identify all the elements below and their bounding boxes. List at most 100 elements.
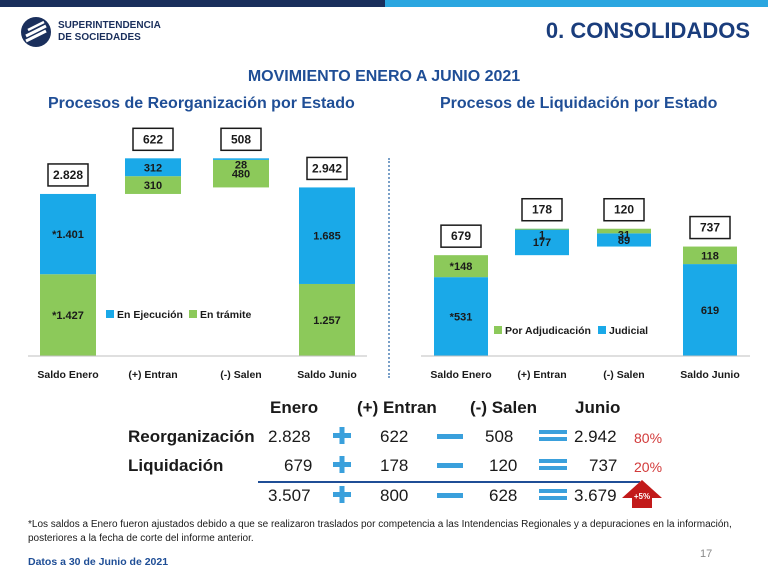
liquidacion-chart-title: Procesos de Liquidación por Estado — [440, 95, 718, 112]
data-label: 118 — [701, 250, 719, 262]
table-header-salen: (-) Salen — [470, 398, 538, 417]
bar-por-adjudicación — [683, 246, 737, 265]
total-label: 737 — [700, 221, 720, 235]
total-box — [521, 197, 563, 222]
row1-pct: 80% — [634, 430, 663, 446]
total-box — [47, 163, 89, 187]
legend-label: En trámite — [200, 309, 252, 321]
footnote: *Los saldos a Enero fueron ajustados deb… — [28, 519, 732, 544]
legend-swatch — [106, 310, 114, 318]
table-header-enero: Enero — [270, 398, 319, 417]
data-label: 310 — [144, 180, 162, 192]
bar-en-trámite — [213, 159, 269, 188]
data-label: 28 — [235, 159, 247, 171]
category-label: Saldo Enero — [430, 369, 491, 381]
total-box — [440, 224, 482, 248]
bar-en-ejecución — [40, 193, 96, 275]
top-bar-dark — [0, 0, 385, 7]
table-header-junio: Junio — [575, 398, 621, 417]
bar-en-ejecución — [213, 158, 269, 160]
minus-icon — [437, 434, 463, 439]
logo-line-2: DE SOCIEDADES — [58, 32, 141, 43]
row1-entran: 622 — [380, 427, 409, 446]
bar-por-adjudicación — [515, 228, 569, 230]
row-label-reorganizacion: Reorganización — [128, 427, 255, 446]
main-title: MOVIMIENTO ENERO A JUNIO 2021 — [247, 68, 521, 85]
data-label: 177 — [533, 237, 551, 249]
bar-por-adjudicación — [597, 228, 651, 234]
data-label: *1.401 — [52, 229, 84, 241]
total-label: 622 — [143, 132, 163, 146]
total-salen: 628 — [489, 486, 518, 505]
equals-icon — [539, 459, 567, 470]
category-label: Saldo Junio — [297, 369, 357, 381]
total-label: 120 — [614, 203, 634, 217]
row2-junio: 737 — [589, 456, 618, 475]
row2-pct: 20% — [634, 459, 663, 475]
bar-judicial — [515, 228, 569, 256]
section-title: 0. CONSOLIDADOS — [545, 18, 750, 43]
data-label: 1 — [539, 230, 545, 242]
category-label: (-) Salen — [603, 369, 644, 381]
total-enero: 3.507 — [268, 486, 311, 505]
data-label: 31 — [618, 230, 630, 242]
bar-en-trámite — [40, 274, 96, 356]
row-label-liquidacion: Liquidación — [128, 456, 224, 475]
bar-judicial — [597, 233, 651, 247]
equals-icon — [539, 489, 567, 500]
plus-icon — [333, 427, 351, 444]
total-box — [220, 127, 262, 152]
total-box — [306, 156, 348, 181]
legend-label: Judicial — [609, 325, 648, 337]
minus-icon — [437, 463, 463, 468]
total-entran: 800 — [380, 486, 409, 505]
legend-swatch — [189, 310, 197, 318]
total-label: 508 — [231, 132, 251, 146]
page-number: 17 — [700, 548, 713, 560]
total-label: 2.942 — [312, 161, 342, 175]
logo-text: SUPERINTENDENCIA DE SOCIEDADES — [58, 20, 161, 44]
equals-icon — [539, 430, 567, 441]
category-label: (-) Salen — [220, 369, 261, 381]
legend-swatch — [494, 326, 502, 334]
row2-entran: 178 — [380, 456, 409, 475]
total-change-label: +5% — [634, 492, 650, 501]
row1-enero: 2.828 — [268, 427, 311, 446]
bar-por-adjudicación — [434, 255, 488, 278]
minus-icon — [437, 493, 463, 498]
data-date-note: Datos a 30 de Junio de 2021 — [28, 556, 169, 568]
data-label: *148 — [450, 261, 473, 273]
reorganizacion-chart-title: Procesos de Reorganización por Estado — [48, 95, 355, 112]
total-box — [132, 127, 174, 152]
data-label: 1.685 — [313, 231, 341, 243]
data-label: 1.257 — [313, 315, 341, 327]
bar-judicial — [434, 277, 488, 356]
category-label: Saldo Enero — [37, 369, 98, 381]
increase-arrow-icon — [622, 480, 662, 508]
row2-enero: 679 — [284, 456, 313, 475]
data-label: *1.427 — [52, 310, 84, 322]
table-header-entran: (+) Entran — [357, 398, 437, 417]
bar-en-ejecución — [125, 158, 181, 177]
legend-label: Por Adjudicación — [505, 325, 591, 337]
legend-swatch — [598, 326, 606, 334]
data-label: 89 — [618, 235, 630, 247]
top-bar-light — [385, 0, 768, 7]
data-label: 619 — [701, 305, 719, 317]
category-label: Saldo Junio — [680, 369, 740, 381]
plus-icon — [333, 486, 351, 503]
logo-icon — [21, 17, 51, 47]
data-label: 312 — [144, 162, 162, 174]
total-label: 679 — [451, 229, 471, 243]
total-junio: 3.679 — [574, 486, 617, 505]
bar-en-trámite — [299, 283, 355, 356]
total-box — [603, 197, 645, 222]
logo-line-1: SUPERINTENDENCIA — [58, 20, 161, 31]
charts-canvas: *1.427 *1.401 2.828 Saldo Enero 310 312 622 (+)… — [28, 127, 750, 381]
data-label: 480 — [232, 169, 250, 181]
bar-en-trámite — [125, 176, 181, 194]
bar-en-ejecución — [299, 187, 355, 284]
legend-label: En Ejecución — [117, 309, 183, 321]
total-label: 178 — [532, 203, 552, 217]
total-label: 2.828 — [53, 168, 83, 182]
